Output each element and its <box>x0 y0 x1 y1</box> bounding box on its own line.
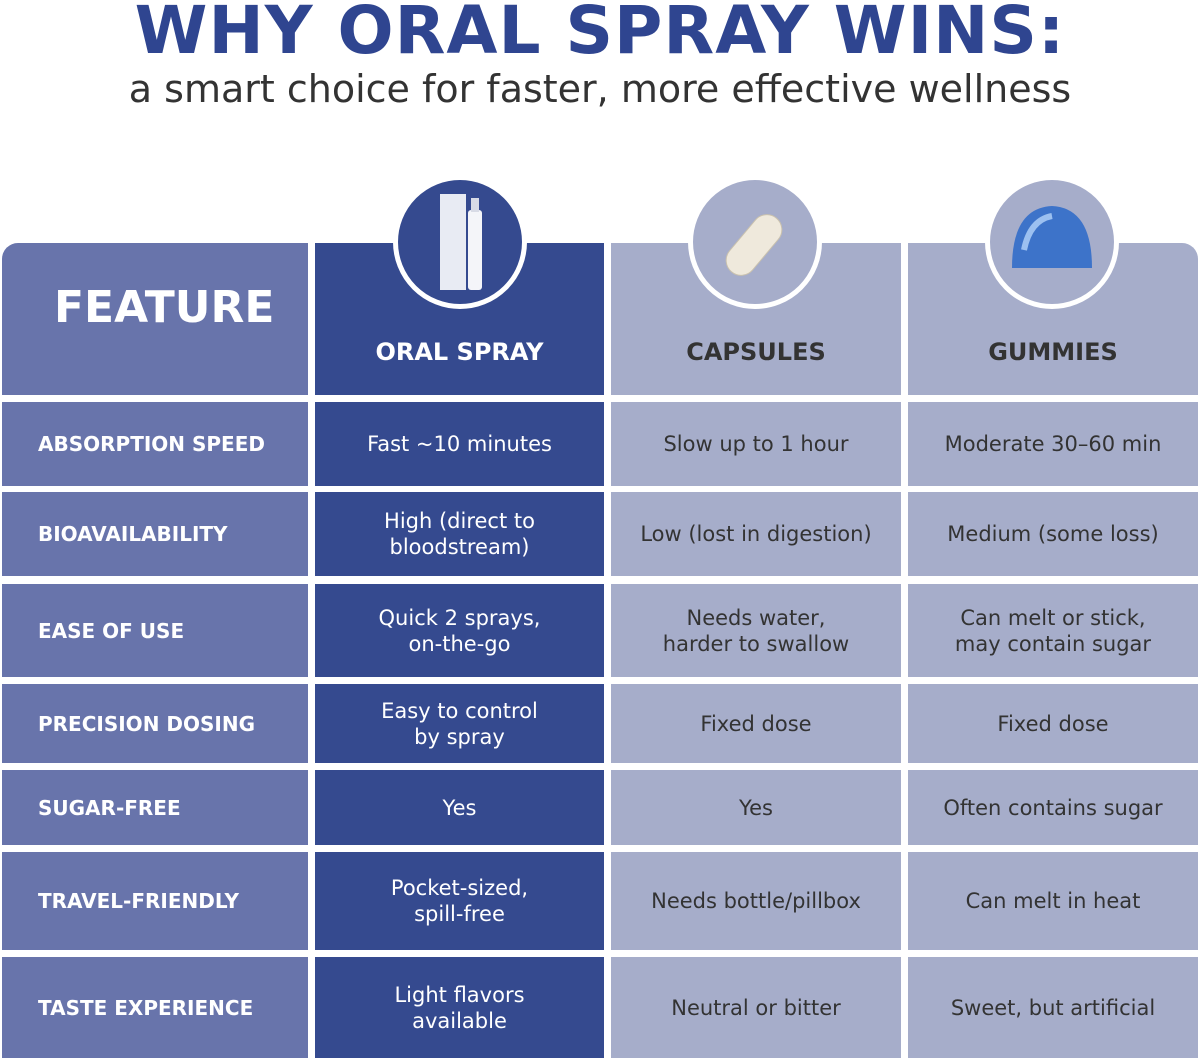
capsule-icon <box>688 175 822 309</box>
subtitle: a smart choice for faster, more effectiv… <box>128 67 1072 111</box>
row-label: TASTE EXPERIENCE <box>2 957 308 1058</box>
table-cell: Often contains sugar <box>908 770 1198 845</box>
table-cell: Pocket-sized, spill-free <box>315 852 604 950</box>
spray-icon <box>393 175 527 309</box>
table-cell: Quick 2 sprays, on-the-go <box>315 584 604 677</box>
table-cell: Light flavors available <box>315 957 604 1058</box>
table-cell: Fixed dose <box>908 684 1198 763</box>
table-cell: Fast ~10 minutes <box>315 402 604 486</box>
gummy-shine <box>1021 213 1053 251</box>
spray-drawing <box>440 194 482 290</box>
gummy <box>1012 206 1092 268</box>
row-label: BIOAVAILABILITY <box>2 492 308 576</box>
capsule-drawing <box>725 214 783 276</box>
capsule <box>725 214 783 276</box>
row-label: ABSORPTION SPEED <box>2 402 308 486</box>
column-header: FEATURE <box>2 243 308 395</box>
table-cell: Needs water, harder to swallow <box>611 584 901 677</box>
table-cell: Fixed dose <box>611 684 901 763</box>
title: WHY ORAL SPRAY WINS: <box>134 0 1066 69</box>
gummy-icon <box>985 175 1119 309</box>
table-cell: Can melt in heat <box>908 852 1198 950</box>
table-cell: Moderate 30–60 min <box>908 402 1198 486</box>
table-cell: Low (lost in digestion) <box>611 492 901 576</box>
gummy-drawing <box>1012 206 1092 268</box>
table-cell: Yes <box>611 770 901 845</box>
table-cell: Medium (some loss) <box>908 492 1198 576</box>
column-header: ORAL SPRAY <box>315 243 604 395</box>
table-cell: Needs bottle/pillbox <box>611 852 901 950</box>
table-cell: Neutral or bitter <box>611 957 901 1058</box>
spray-bottle <box>468 210 482 290</box>
row-label: PRECISION DOSING <box>2 684 308 763</box>
row-label: EASE OF USE <box>2 584 308 677</box>
table-cell: Easy to control by spray <box>315 684 604 763</box>
row-label: SUGAR-FREE <box>2 770 308 845</box>
row-label: TRAVEL-FRIENDLY <box>2 852 308 950</box>
column-header: GUMMIES <box>908 243 1198 395</box>
table-cell: Sweet, but artificial <box>908 957 1198 1058</box>
spray-box <box>440 194 466 290</box>
spray-nozzle <box>471 198 479 212</box>
table-cell: Yes <box>315 770 604 845</box>
table-cell: Can melt or stick, may contain sugar <box>908 584 1198 677</box>
table-cell: High (direct to bloodstream) <box>315 492 604 576</box>
table-cell: Slow up to 1 hour <box>611 402 901 486</box>
